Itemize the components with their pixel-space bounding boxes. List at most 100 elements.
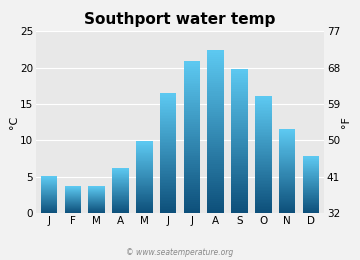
Bar <box>160 111 176 113</box>
Bar <box>231 188 248 190</box>
Bar <box>279 174 296 176</box>
Bar <box>160 195 176 197</box>
Bar <box>184 154 200 157</box>
Bar <box>279 181 296 183</box>
Bar <box>41 201 58 202</box>
Bar <box>302 209 319 210</box>
Bar <box>279 132 296 134</box>
Bar <box>136 191 153 192</box>
Bar <box>41 208 58 209</box>
Bar <box>160 199 176 201</box>
Bar <box>41 184 58 185</box>
Bar <box>231 209 248 211</box>
Bar <box>41 193 58 194</box>
Bar <box>231 87 248 89</box>
Bar <box>255 136 272 138</box>
Bar <box>88 189 105 190</box>
Bar <box>160 186 176 188</box>
Bar <box>207 148 224 150</box>
Bar <box>184 209 200 211</box>
Bar <box>279 192 296 193</box>
Bar <box>41 210 58 211</box>
Bar <box>136 169 153 170</box>
Bar <box>231 177 248 179</box>
Bar <box>41 212 58 213</box>
Bar <box>302 162 319 163</box>
Bar <box>207 174 224 177</box>
Bar <box>255 209 272 210</box>
Bar <box>88 201 105 202</box>
Bar <box>255 166 272 168</box>
Bar <box>88 208 105 209</box>
Bar <box>302 186 319 187</box>
Bar <box>231 125 248 127</box>
Bar <box>231 70 248 73</box>
Bar <box>207 132 224 134</box>
Bar <box>136 186 153 187</box>
Bar <box>41 185 58 186</box>
Bar <box>41 194 58 195</box>
Bar <box>88 197 105 198</box>
Bar <box>136 200 153 202</box>
Bar <box>136 209 153 211</box>
Bar <box>255 172 272 174</box>
Bar <box>279 184 296 185</box>
Bar <box>231 96 248 98</box>
Bar <box>136 153 153 154</box>
Bar <box>184 82 200 84</box>
Bar <box>255 177 272 178</box>
Bar <box>136 183 153 185</box>
Bar <box>207 124 224 126</box>
Bar <box>279 186 296 187</box>
Bar <box>255 120 272 121</box>
Bar <box>279 204 296 206</box>
Bar <box>112 174 129 175</box>
Bar <box>255 114 272 116</box>
Bar <box>64 205 81 206</box>
Bar <box>207 207 224 209</box>
Bar <box>41 206 58 207</box>
Bar <box>302 167 319 168</box>
Bar <box>64 195 81 196</box>
Bar <box>112 175 129 176</box>
Bar <box>136 143 153 145</box>
Bar <box>112 190 129 191</box>
Bar <box>112 189 129 190</box>
Bar <box>231 98 248 100</box>
Bar <box>231 110 248 112</box>
Bar <box>207 188 224 191</box>
Bar <box>302 179 319 180</box>
Bar <box>279 168 296 169</box>
Bar <box>231 72 248 74</box>
Bar <box>302 196 319 197</box>
Bar <box>41 193 58 194</box>
Bar <box>64 203 81 204</box>
Bar <box>302 175 319 176</box>
Bar <box>88 192 105 193</box>
Bar <box>231 94 248 96</box>
Bar <box>41 183 58 184</box>
Bar <box>302 206 319 207</box>
Bar <box>64 208 81 209</box>
Y-axis label: °C: °C <box>9 116 19 129</box>
Bar <box>279 200 296 202</box>
Bar <box>302 177 319 178</box>
Bar <box>88 202 105 203</box>
Bar <box>302 185 319 186</box>
Bar <box>207 61 224 63</box>
Bar <box>184 69 200 71</box>
Bar <box>184 88 200 90</box>
Bar <box>255 104 272 106</box>
Bar <box>41 209 58 210</box>
Bar <box>207 194 224 197</box>
Bar <box>160 156 176 158</box>
Bar <box>160 119 176 121</box>
Bar <box>302 172 319 173</box>
Bar <box>255 178 272 180</box>
Bar <box>279 152 296 154</box>
Bar <box>136 170 153 171</box>
Bar <box>231 74 248 76</box>
Bar <box>302 212 319 213</box>
Bar <box>279 166 296 167</box>
Bar <box>160 144 176 146</box>
